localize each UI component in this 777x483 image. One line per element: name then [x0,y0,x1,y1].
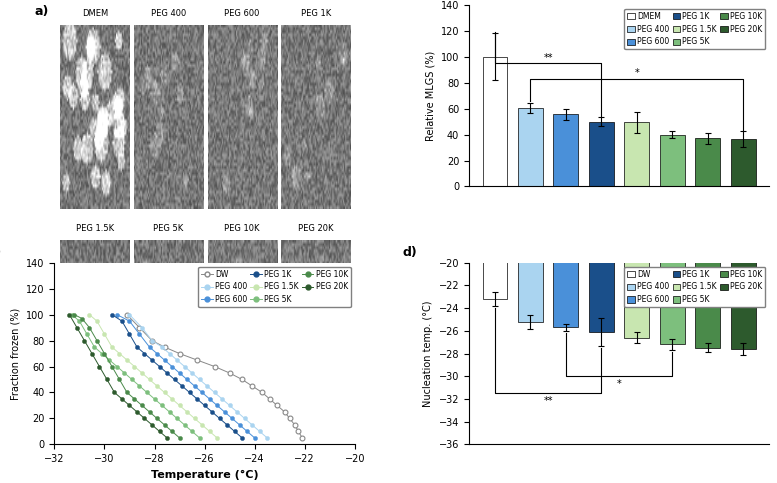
Bar [589,122,614,186]
Text: PEG 600: PEG 600 [225,9,260,18]
Text: *: * [617,379,622,388]
Text: c): c) [0,246,2,259]
Text: 100 μm: 100 μm [61,191,82,196]
Text: PEG 10K: PEG 10K [225,225,260,233]
Bar [695,139,720,186]
Text: d): d) [402,246,417,259]
Y-axis label: Fraction frozen (%): Fraction frozen (%) [11,307,21,399]
Bar [730,36,755,349]
Bar [553,36,578,327]
Bar [660,135,685,186]
Text: 100 μm: 100 μm [61,406,82,412]
Bar [625,36,650,338]
Text: a): a) [34,5,48,18]
Text: PEG 400: PEG 400 [151,9,186,18]
Bar [589,36,614,332]
Text: *: * [634,68,639,78]
Y-axis label: Nucleation temp. (°C): Nucleation temp. (°C) [423,300,433,407]
Y-axis label: Relative MLGS (%): Relative MLGS (%) [425,51,435,141]
Bar [660,36,685,344]
Bar [518,36,543,322]
Text: PEG 1.5K: PEG 1.5K [76,225,114,233]
Text: b): b) [402,0,417,1]
Text: DMEM: DMEM [82,9,108,18]
Bar [625,122,650,186]
Bar [553,114,578,186]
Legend: DW, PEG 400, PEG 600, PEG 1K, PEG 1.5K, PEG 5K, PEG 10K, PEG 20K: DW, PEG 400, PEG 600, PEG 1K, PEG 1.5K, … [624,267,765,307]
Bar [483,57,507,186]
X-axis label: Temperature (°C): Temperature (°C) [151,469,259,480]
Bar [730,139,755,186]
Text: PEG 5K: PEG 5K [153,225,183,233]
Bar [518,108,543,186]
Bar [695,36,720,348]
Text: **: ** [543,396,553,406]
Text: **: ** [543,53,553,63]
Bar [483,36,507,299]
Text: PEG 1K: PEG 1K [301,9,331,18]
Text: PEG 20K: PEG 20K [298,225,333,233]
Legend: DMEM, PEG 400, PEG 600, PEG 1K, PEG 1.5K, PEG 5K, PEG 10K, PEG 20K: DMEM, PEG 400, PEG 600, PEG 1K, PEG 1.5K… [624,9,765,49]
Legend: DW, PEG 400, PEG 600, PEG 1K, PEG 1.5K, PEG 5K, PEG 10K, PEG 20K: DW, PEG 400, PEG 600, PEG 1K, PEG 1.5K, … [198,267,351,307]
